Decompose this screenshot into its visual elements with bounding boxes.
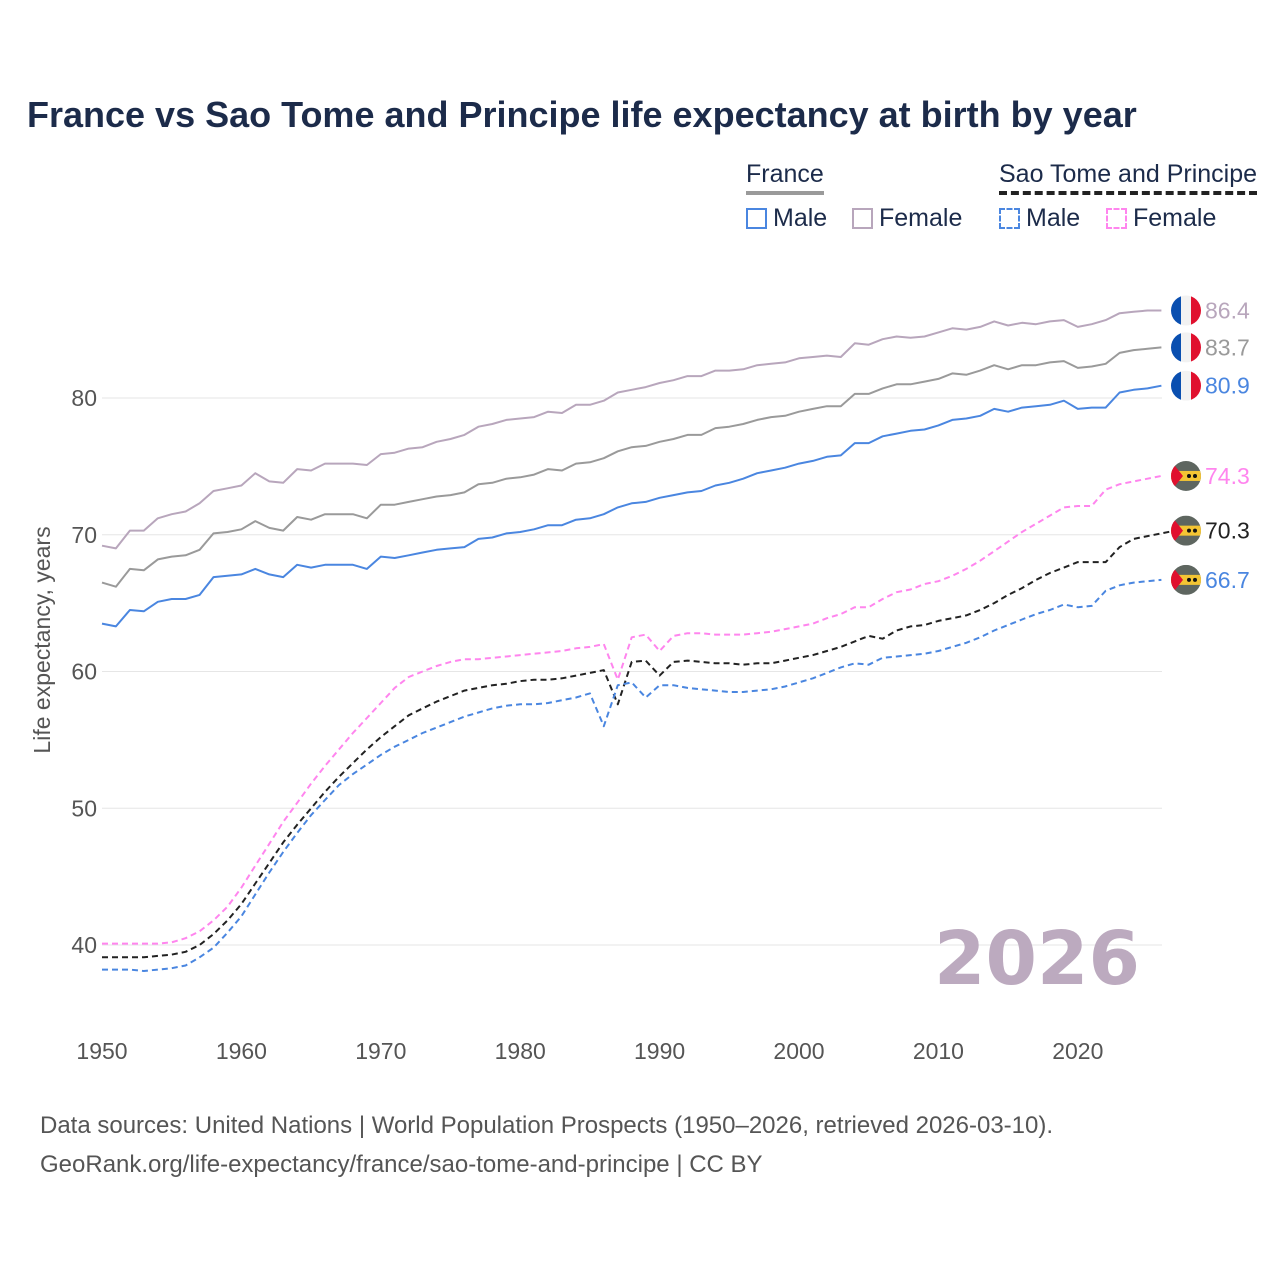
x-tick-label: 1970 (355, 1038, 406, 1064)
series-line-sao-tome-and-principe-male (102, 578, 1162, 972)
flag-body (1171, 460, 1201, 491)
france-flag-icon (1171, 370, 1201, 401)
star-icon (1193, 528, 1197, 533)
flag-stripe (1171, 332, 1181, 363)
flag-triangle (1171, 460, 1183, 491)
flag-stripe (1171, 470, 1201, 481)
x-tick-label: 1990 (634, 1038, 685, 1064)
source-note: Data sources: United Nations | World Pop… (40, 1106, 1053, 1184)
x-tick-label: 1980 (495, 1038, 546, 1064)
series-line-france-total (101, 346, 1162, 588)
legend-label: Female (879, 204, 963, 232)
legend-swatch (852, 208, 873, 229)
x-tick-label: 2000 (773, 1038, 824, 1064)
x-tick-label: 2010 (913, 1038, 964, 1064)
x-tick-label: 1960 (216, 1038, 267, 1064)
legend-item-stp-female: Female (1106, 204, 1216, 233)
flag-stripe (1171, 574, 1201, 585)
y-tick-label: 50 (71, 795, 97, 821)
star-icon (1193, 577, 1197, 582)
flag-body (1171, 515, 1201, 546)
legend-label: Male (1026, 204, 1081, 232)
legend-group-stp: Sao Tome and Principe (999, 160, 1258, 195)
star-icon (1193, 473, 1197, 478)
france-flag-icon (1171, 295, 1201, 326)
legend-item-france-female: Female (852, 204, 962, 233)
sao-tome-flag-icon (1171, 460, 1201, 491)
end-value-label: 70.3 (1205, 518, 1250, 544)
y-tick-label: 60 (71, 659, 97, 685)
flag-stripe (1181, 295, 1191, 326)
series-line-sao-tome-and-principe-female (102, 474, 1162, 945)
france-flag-icon (1171, 332, 1201, 363)
source-line-2: GeoRank.org/life-expectancy/france/sao-t… (40, 1151, 763, 1178)
series-line-sao-tome-and-principe-total (102, 529, 1176, 959)
flag-stripe (1171, 295, 1181, 326)
legend-swatch (1106, 208, 1127, 229)
year-watermark: 2026 (934, 916, 1140, 1002)
chart-title: France vs Sao Tome and Principe life exp… (27, 94, 1137, 135)
end-value-label: 66.7 (1205, 567, 1250, 593)
y-tick-label: 70 (71, 522, 97, 548)
legend-label: Male (773, 204, 828, 232)
flag-triangle (1171, 515, 1183, 546)
series-line-france-male (101, 384, 1162, 628)
sao-tome-flag-icon (1171, 515, 1201, 546)
legend-label: Female (1133, 204, 1217, 232)
flag-body (1171, 370, 1201, 401)
legend-item-france-male: Male (746, 204, 827, 233)
y-tick-label: 80 (71, 385, 97, 411)
end-value-label: 86.4 (1205, 297, 1250, 323)
star-icon (1187, 577, 1191, 582)
flag-stripe (1191, 332, 1201, 363)
legend-group-france: France (746, 160, 824, 195)
flag-body (1171, 564, 1201, 595)
end-value-label: 74.3 (1205, 463, 1250, 489)
flag-stripe (1181, 332, 1191, 363)
star-icon (1187, 473, 1191, 478)
x-tick-label: 2020 (1052, 1038, 1103, 1064)
series-line-france-female (101, 309, 1162, 550)
source-line-1: Data sources: United Nations | World Pop… (40, 1112, 1054, 1139)
x-tick-label: 1950 (76, 1038, 127, 1064)
star-icon (1187, 528, 1191, 533)
flag-body (1171, 332, 1201, 363)
flag-stripe (1171, 370, 1181, 401)
end-value-label: 83.7 (1205, 334, 1250, 360)
flag-triangle (1171, 564, 1183, 595)
end-value-label: 80.9 (1205, 373, 1250, 399)
y-tick-label: 40 (71, 932, 97, 958)
sao-tome-flag-icon (1171, 564, 1201, 595)
flag-stripe (1171, 525, 1201, 536)
flag-body (1171, 295, 1201, 326)
flag-stripe (1191, 295, 1201, 326)
legend-swatch (746, 208, 767, 229)
flag-stripe (1181, 370, 1191, 401)
y-axis-label: Life expectancy, years (29, 526, 55, 753)
legend-item-stp-male: Male (999, 204, 1080, 233)
legend-swatch (999, 208, 1020, 229)
flag-stripe (1191, 370, 1201, 401)
